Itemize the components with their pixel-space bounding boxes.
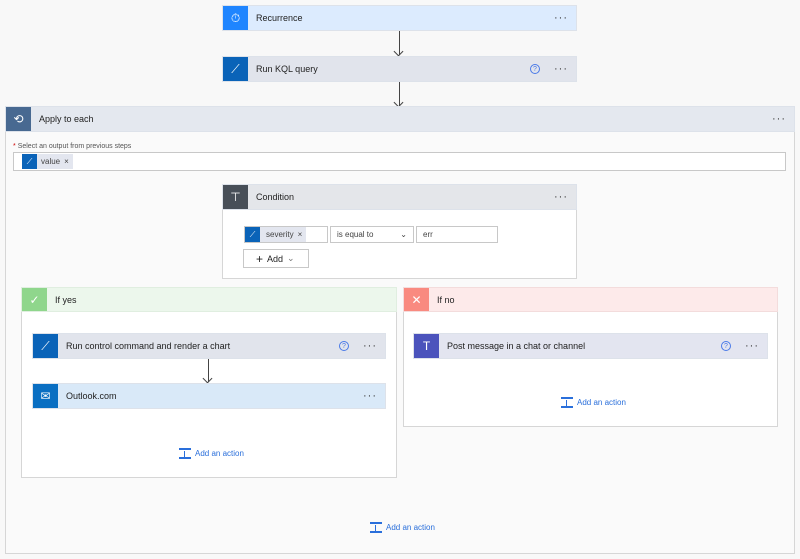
chevron-down-icon: ⌄ — [287, 253, 295, 263]
branch-title: If yes — [55, 294, 77, 305]
add-condition-button[interactable]: + Add ⌄ — [243, 249, 309, 268]
run-kql-query-step[interactable]: ⟋ Run KQL query ? ··· — [222, 56, 577, 82]
outlook-step[interactable]: ✉ Outlook.com ··· — [32, 383, 386, 409]
if-yes-header: ✓ If yes — [21, 287, 397, 312]
kusto-icon: ⟋ — [223, 57, 248, 81]
loop-icon: ⟲ — [6, 107, 31, 131]
connector-arrow — [208, 359, 209, 382]
more-options-button[interactable]: ··· — [554, 12, 568, 24]
help-icon[interactable]: ? — [339, 341, 349, 351]
severity-token: ⟋ severity × — [245, 227, 307, 242]
help-icon[interactable]: ? — [530, 64, 540, 74]
apply-to-each-header[interactable]: ⟲ Apply to each ··· — [5, 106, 795, 132]
step-title: Run control command and render a chart — [66, 341, 231, 351]
step-title: Post message in a chat or channel — [447, 341, 586, 351]
step-title: Run KQL query — [256, 64, 318, 74]
remove-token-button[interactable]: × — [64, 157, 69, 166]
chevron-down-icon: ⌄ — [400, 230, 407, 239]
plus-icon: + — [256, 251, 264, 266]
more-options-button[interactable]: ··· — [554, 191, 568, 203]
run-control-command-step[interactable]: ⟋ Run control command and render a chart… — [32, 333, 386, 359]
outlook-icon: ✉ — [33, 384, 58, 408]
step-title: Condition — [256, 192, 295, 202]
connector-arrow — [399, 31, 400, 55]
checkmark-icon: ✓ — [22, 288, 47, 311]
post-message-step[interactable]: T Post message in a chat or channel ? ··… — [413, 333, 768, 359]
help-icon[interactable]: ? — [721, 341, 731, 351]
add-action-button[interactable]: Add an action — [179, 448, 244, 459]
if-yes-branch — [21, 287, 397, 478]
more-options-button[interactable]: ··· — [363, 390, 377, 402]
add-action-icon — [561, 397, 573, 408]
field-label: * Select an output from previous steps — [13, 143, 132, 150]
condition-header[interactable]: ⊤ Condition ··· — [222, 184, 577, 210]
condition-value-input[interactable]: err — [416, 226, 498, 243]
if-no-header: ✕ If no — [403, 287, 778, 312]
step-title: Outlook.com — [66, 391, 117, 401]
add-action-button[interactable]: Add an action — [561, 397, 626, 408]
step-title: Recurrence — [256, 13, 303, 23]
step-title: Apply to each — [39, 114, 94, 124]
operator-dropdown[interactable]: is equal to ⌄ — [330, 226, 414, 243]
more-options-button[interactable]: ··· — [554, 63, 568, 75]
condition-left-input[interactable]: ⟋ severity × — [244, 226, 328, 243]
condition-icon: ⊤ — [223, 185, 248, 209]
connector-arrow — [399, 82, 400, 106]
teams-icon: T — [414, 334, 439, 358]
close-icon: ✕ — [404, 288, 429, 311]
remove-token-button[interactable]: × — [297, 230, 303, 239]
add-action-button[interactable]: Add an action — [370, 522, 435, 533]
kusto-icon: ⟋ — [22, 154, 37, 169]
recurrence-step[interactable]: ⏱ Recurrence ··· — [222, 5, 577, 31]
branch-title: If no — [437, 294, 455, 305]
kusto-icon: ⟋ — [33, 334, 58, 358]
add-action-icon — [179, 448, 191, 459]
add-action-icon — [370, 522, 382, 533]
more-options-button[interactable]: ··· — [745, 340, 759, 352]
stopwatch-icon: ⏱ — [223, 6, 248, 30]
more-options-button[interactable]: ··· — [363, 340, 377, 352]
value-token: ⟋ value × — [22, 154, 73, 169]
more-options-button[interactable]: ··· — [772, 113, 786, 125]
kusto-icon: ⟋ — [245, 227, 260, 242]
output-select-input[interactable]: ⟋ value × — [13, 152, 786, 171]
